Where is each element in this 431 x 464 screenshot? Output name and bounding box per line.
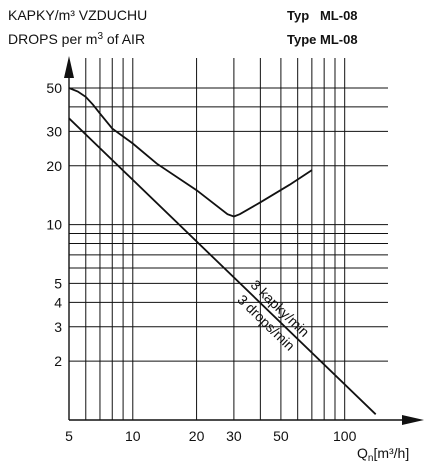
y-axis-label-en-sup: 3: [97, 31, 103, 42]
y-tick-label-10: 10: [46, 217, 62, 233]
series-line-2: [68, 117, 377, 415]
x-axis-label-sub: n: [368, 453, 374, 464]
x-axis-label-unit: [m³/h]: [373, 445, 409, 461]
x-axis-label-q: Q: [357, 445, 368, 461]
y-axis-label-en-prefix: DROPS per m: [8, 31, 97, 47]
y-axis-label-cz: KAPKY/m³ VZDUCHU: [8, 7, 147, 23]
x-tick-label-30: 30: [226, 428, 242, 444]
y-axis-label-en: DROPS per m3 of AIR: [8, 31, 145, 47]
x-tick-label-20: 20: [189, 428, 205, 444]
y-axis-arrow: [64, 56, 74, 78]
x-tick-label-10: 10: [125, 428, 141, 444]
tick-labels: 5 10 20 30 50 100 2 3 4 5 10 20 30 50: [46, 80, 356, 444]
x-tick-label-100: 100: [333, 428, 357, 444]
y-tick-label-4: 4: [54, 294, 62, 310]
y-tick-label-5: 5: [54, 275, 62, 291]
series-line-1: [68, 87, 313, 218]
type-label-cz: Typ ML-08: [287, 8, 358, 23]
grid-lines: [68, 58, 388, 420]
y-tick-label-3: 3: [54, 319, 62, 335]
y-axis-label-en-suffix: of AIR: [103, 31, 145, 47]
y-tick-label-30: 30: [46, 123, 62, 139]
axes: [64, 56, 424, 425]
x-axis-label: Qn[m³/h]: [357, 445, 409, 464]
y-tick-label-2: 2: [54, 353, 62, 369]
x-tick-label-50: 50: [273, 428, 289, 444]
y-tick-label-20: 20: [46, 158, 62, 174]
type-label-en: Type ML-08: [287, 32, 358, 47]
x-tick-label-5: 5: [65, 428, 73, 444]
x-axis-arrow: [402, 415, 424, 425]
y-tick-label-50: 50: [46, 80, 62, 96]
